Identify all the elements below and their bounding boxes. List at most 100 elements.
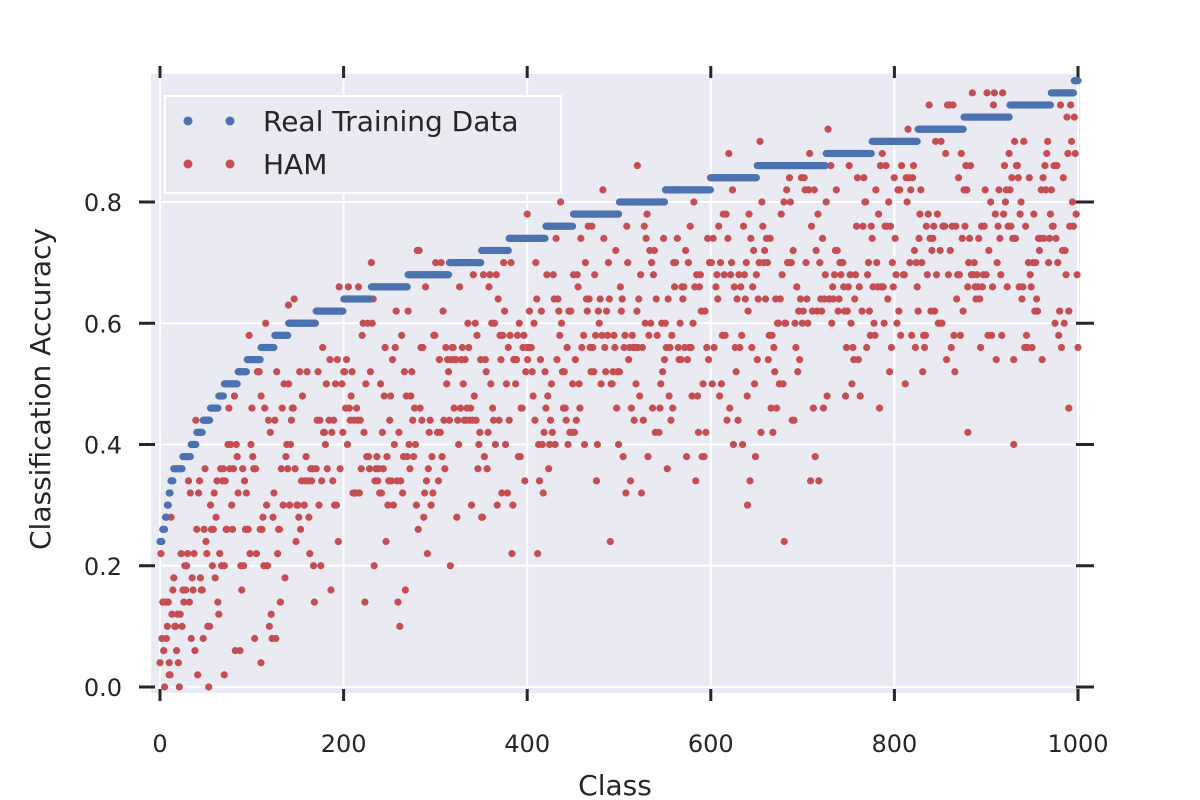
ham-point bbox=[571, 356, 579, 364]
ham-point bbox=[581, 259, 590, 267]
ham-point bbox=[183, 562, 191, 570]
ham-point bbox=[1019, 283, 1027, 291]
ham-point bbox=[178, 622, 186, 630]
ham-point bbox=[1016, 210, 1024, 218]
ham-point bbox=[184, 477, 193, 485]
ham-point bbox=[456, 404, 465, 412]
ham-point bbox=[258, 525, 266, 533]
ham-point bbox=[452, 356, 460, 364]
ham-point bbox=[759, 222, 767, 230]
ham-point bbox=[1005, 149, 1013, 158]
ham-point bbox=[274, 550, 282, 558]
ham-point bbox=[487, 380, 495, 388]
ham-point bbox=[951, 368, 959, 376]
ham-point bbox=[446, 562, 454, 570]
ham-point bbox=[342, 356, 351, 364]
ham-point bbox=[403, 453, 411, 461]
ham-point bbox=[975, 234, 983, 242]
ham-point bbox=[676, 319, 684, 327]
ham-point bbox=[694, 428, 703, 436]
ham-point bbox=[555, 307, 563, 315]
ham-point bbox=[527, 343, 535, 352]
ham-point bbox=[858, 307, 866, 315]
ham-point bbox=[1010, 137, 1019, 145]
ham-point bbox=[223, 525, 231, 533]
ham-point bbox=[397, 477, 405, 485]
ham-point bbox=[437, 259, 445, 267]
ham-point bbox=[472, 416, 480, 424]
x-tick-labels: 0 200 400 600 800 1000 bbox=[152, 730, 1108, 758]
ham-point bbox=[249, 453, 257, 461]
ham-point bbox=[1071, 149, 1079, 158]
ham-point bbox=[815, 477, 823, 485]
ham-point bbox=[725, 149, 733, 158]
ham-point bbox=[659, 368, 667, 376]
ham-point bbox=[317, 562, 325, 570]
real-point bbox=[366, 295, 375, 303]
ham-point bbox=[1069, 222, 1078, 230]
ham-point bbox=[1056, 307, 1064, 315]
ham-point bbox=[410, 453, 418, 461]
ham-point bbox=[673, 234, 681, 242]
ham-point bbox=[703, 343, 711, 352]
ham-point bbox=[606, 537, 614, 546]
ham-point bbox=[495, 416, 503, 424]
ham-point bbox=[523, 356, 532, 364]
ham-point bbox=[190, 550, 198, 558]
ham-point bbox=[1044, 137, 1052, 145]
ham-point bbox=[392, 307, 400, 315]
ham-point bbox=[523, 210, 531, 218]
ham-point bbox=[780, 537, 788, 546]
ham-point bbox=[294, 501, 302, 509]
ham-point bbox=[798, 319, 806, 327]
ham-point bbox=[740, 271, 749, 279]
ham-point bbox=[1041, 162, 1049, 170]
ham-point bbox=[358, 331, 366, 339]
ham-point bbox=[257, 392, 265, 400]
ham-point bbox=[264, 416, 273, 424]
ham-point bbox=[344, 283, 352, 291]
ham-point bbox=[882, 162, 890, 170]
ham-point bbox=[767, 404, 775, 412]
ham-point bbox=[329, 477, 337, 485]
ham-point bbox=[432, 259, 440, 267]
ham-point bbox=[645, 331, 653, 339]
ham-point bbox=[742, 259, 750, 267]
legend-marker-real-1 bbox=[183, 116, 193, 126]
ham-point bbox=[374, 477, 382, 485]
ham-point bbox=[750, 380, 759, 388]
x-tick-label: 400 bbox=[504, 730, 550, 758]
ham-point bbox=[366, 368, 375, 376]
ham-point bbox=[1028, 343, 1036, 352]
ham-point bbox=[263, 562, 272, 570]
ham-point bbox=[345, 404, 353, 412]
ham-point bbox=[542, 404, 550, 412]
ham-point bbox=[682, 453, 691, 461]
ham-point bbox=[985, 246, 993, 255]
ham-point bbox=[780, 198, 788, 206]
ham-point bbox=[810, 186, 818, 194]
ham-point bbox=[530, 319, 538, 327]
ham-point bbox=[774, 319, 783, 327]
ham-point bbox=[822, 198, 830, 206]
ham-point bbox=[172, 647, 181, 655]
ham-point bbox=[845, 162, 853, 170]
real-point bbox=[169, 477, 177, 485]
ham-point bbox=[956, 331, 964, 339]
ham-point bbox=[194, 489, 203, 497]
ham-point bbox=[847, 319, 855, 327]
ham-point bbox=[976, 343, 985, 352]
ham-point bbox=[328, 428, 336, 436]
ham-point bbox=[693, 392, 702, 400]
ham-point bbox=[537, 307, 545, 315]
ham-point bbox=[1065, 404, 1073, 412]
ham-point bbox=[240, 477, 249, 485]
real-point bbox=[166, 489, 174, 497]
ham-point bbox=[936, 246, 944, 255]
ham-point bbox=[201, 465, 209, 473]
ham-point bbox=[281, 574, 289, 582]
ham-point bbox=[1055, 331, 1063, 339]
ham-point bbox=[354, 283, 363, 291]
ham-point bbox=[745, 210, 753, 218]
ham-point bbox=[415, 246, 423, 255]
